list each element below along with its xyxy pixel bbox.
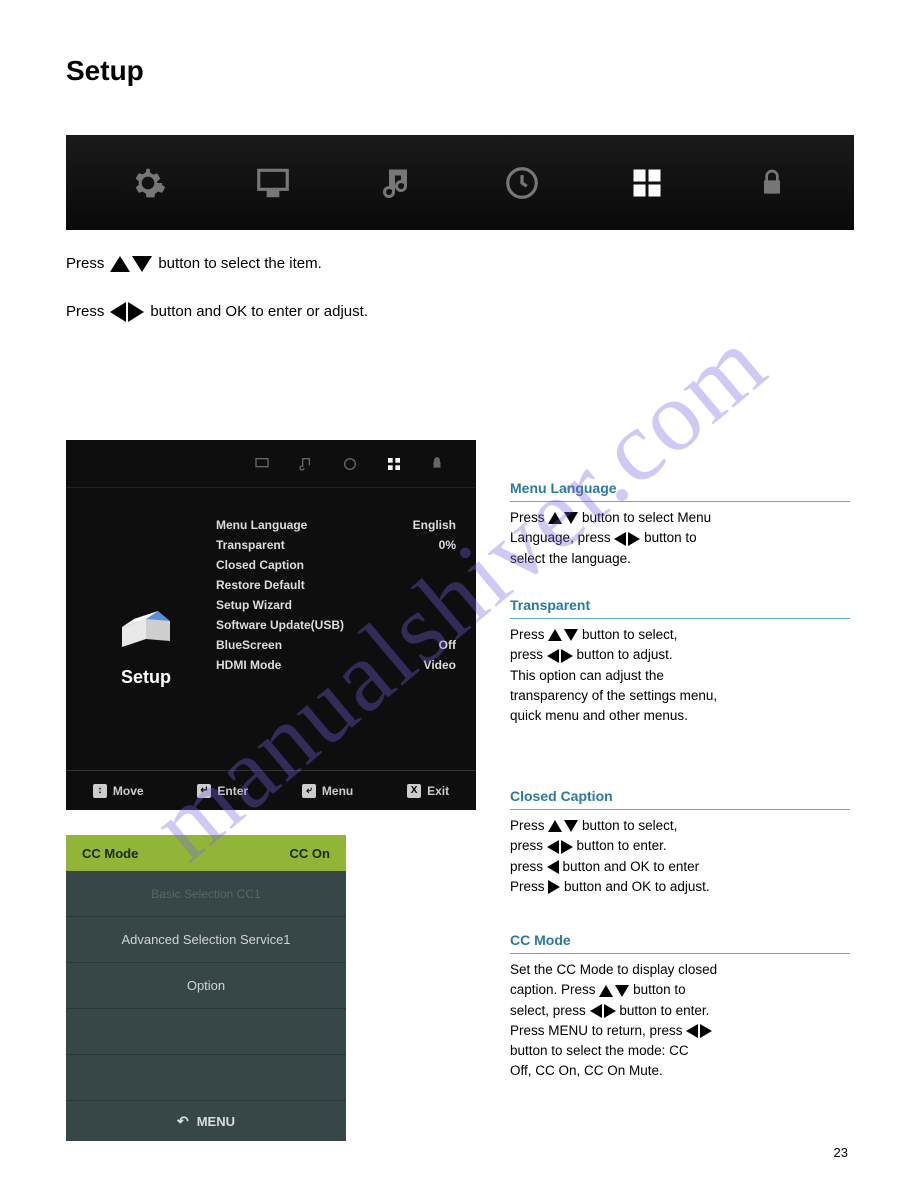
left-right-arrow-icon — [686, 1024, 712, 1038]
left-right-arrow-icon — [590, 1004, 616, 1018]
gear-icon — [126, 161, 170, 205]
section-transparent: Transparent Press button to select, pres… — [510, 595, 850, 726]
right-arrow-icon — [548, 880, 560, 894]
setup-row: Software Update(USB) — [216, 618, 456, 632]
up-down-arrow-icon — [599, 985, 629, 997]
setup-row: Menu LanguageEnglish — [216, 518, 456, 532]
monitor-icon — [254, 456, 270, 472]
setup-row: Transparent0% — [216, 538, 456, 552]
clock-icon — [342, 456, 358, 472]
cc-row — [66, 1009, 346, 1055]
left-right-arrow-icon — [547, 840, 573, 854]
setup-row: Setup Wizard — [216, 598, 456, 612]
top-menu-bar — [66, 135, 854, 230]
monitor-icon — [251, 161, 295, 205]
lock-icon — [430, 456, 446, 472]
up-down-arrow-icon — [548, 629, 578, 641]
instr-text: Press — [66, 252, 104, 276]
section-title: Menu Language — [510, 478, 850, 502]
up-down-arrow-icon — [110, 256, 152, 272]
cc-footer: ↶ MENU — [66, 1101, 346, 1141]
section-menu-language: Menu Language Press button to select Men… — [510, 478, 850, 569]
left-right-arrow-icon — [110, 302, 144, 322]
instr-text: button to select the item. — [158, 252, 321, 276]
cc-mode-panel: CC Mode CC On Basic Selection CC1 Advanc… — [66, 835, 346, 1141]
setup-mini-iconbar — [66, 440, 476, 488]
up-down-arrow-icon — [548, 820, 578, 832]
up-down-arrow-icon — [548, 512, 578, 524]
setup-row: BlueScreenOff — [216, 638, 456, 652]
grid-icon — [386, 456, 402, 472]
back-arrow-icon: ↶ — [177, 1113, 189, 1130]
music-icon — [376, 161, 420, 205]
cc-row: Advanced Selection Service1 — [66, 917, 346, 963]
section-title: Transparent — [510, 595, 850, 619]
cc-header-right: CC On — [290, 846, 330, 861]
setup-row: HDMI ModeVideo — [216, 658, 456, 672]
cc-header-left: CC Mode — [82, 846, 138, 861]
instr-text: Press — [66, 300, 104, 324]
page-number: 23 — [834, 1145, 848, 1160]
instr-text: button and OK to enter or adjust. — [150, 300, 368, 324]
cc-row — [66, 1055, 346, 1101]
setup-row: Closed Caption — [216, 558, 456, 572]
cc-row: Option — [66, 963, 346, 1009]
music-icon — [298, 456, 314, 472]
section-title: CC Mode — [510, 930, 850, 954]
section-title: Closed Caption — [510, 786, 850, 810]
setup-menu-list: Menu LanguageEnglish Transparent0% Close… — [206, 518, 456, 760]
cc-header-row: CC Mode CC On — [66, 835, 346, 871]
left-right-arrow-icon — [547, 649, 573, 663]
setup-label: Setup — [121, 667, 171, 688]
setup-menu-screenshot: Setup Menu LanguageEnglish Transparent0%… — [66, 440, 476, 810]
instruction-lines: Press button to select the item. Press b… — [66, 252, 826, 324]
section-closed-caption: Closed Caption Press button to select, p… — [510, 786, 850, 897]
setup-row: Restore Default — [216, 578, 456, 592]
page-title: Setup — [66, 55, 144, 87]
clock-icon — [500, 161, 544, 205]
left-arrow-icon — [547, 860, 559, 874]
setup-cube-icon — [114, 591, 178, 655]
cc-row: Basic Selection CC1 — [66, 871, 346, 917]
setup-footer: ↕Move ↵Enter ⤶Menu XExit — [66, 770, 476, 810]
left-right-arrow-icon — [614, 532, 640, 546]
grid-icon — [625, 161, 669, 205]
lock-icon — [750, 161, 794, 205]
section-cc-mode: CC Mode Set the CC Mode to display close… — [510, 930, 850, 1082]
